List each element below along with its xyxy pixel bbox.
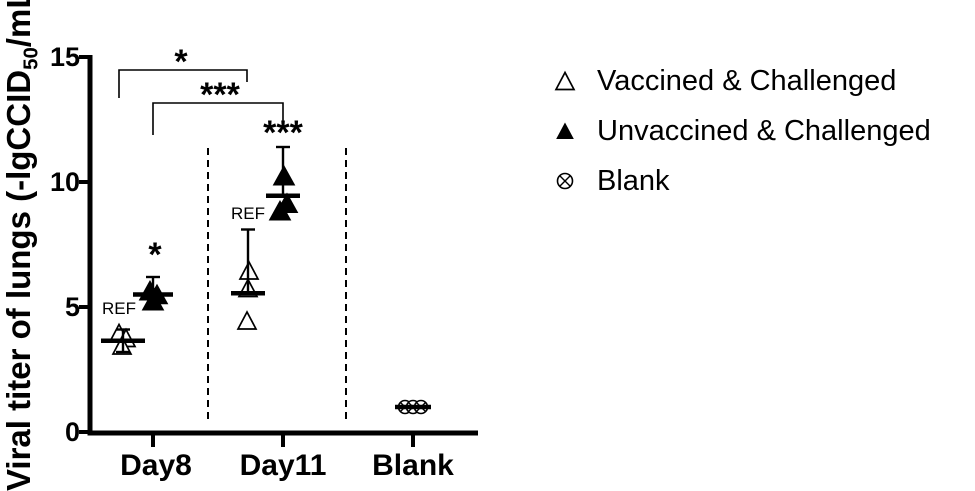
axes [79, 55, 478, 447]
ref-label-day11: REF [231, 204, 265, 223]
filled-triangle-icon [556, 122, 574, 139]
y-tick-label-5: 5 [64, 292, 80, 322]
legend: Vaccined & Challenged Unvaccined & Chall… [553, 56, 931, 206]
error-bars-and-means [101, 145, 431, 410]
circle-x-icon [556, 172, 574, 190]
y-tick-label-0: 0 [64, 417, 80, 447]
open-triangle-icon [554, 70, 576, 91]
x-axis-label-day8: Day8 [120, 449, 192, 482]
legend-row-vaccined: Vaccined & Challenged [553, 56, 931, 106]
legend-label-vaccined: Vaccined & Challenged [597, 65, 897, 97]
y-tick-label-15: 15 [49, 42, 80, 72]
x-axis-label-blank: Blank [372, 449, 454, 482]
x-axis-label-day11: Day11 [239, 449, 327, 482]
significance-bracket-label-unvaccined: *** [200, 76, 240, 114]
significance-label-day8-unvaccined: * [148, 236, 162, 274]
ref-label-day8: REF [102, 299, 136, 318]
legend-row-unvaccined: Unvaccined & Challenged [553, 106, 931, 156]
significance-bracket-label-vaccined: * [174, 43, 188, 81]
y-tick-label-10: 10 [49, 167, 80, 197]
significance-label-day11-unvaccined: *** [263, 114, 303, 152]
legend-label-blank: Blank [597, 165, 670, 197]
significance-brackets [118, 69, 284, 135]
legend-row-blank: Blank [553, 156, 931, 206]
y-axis-title-tail: /mL) [0, 0, 37, 48]
group-separators [207, 148, 347, 424]
legend-label-unvaccined: Unvaccined & Challenged [597, 115, 931, 147]
